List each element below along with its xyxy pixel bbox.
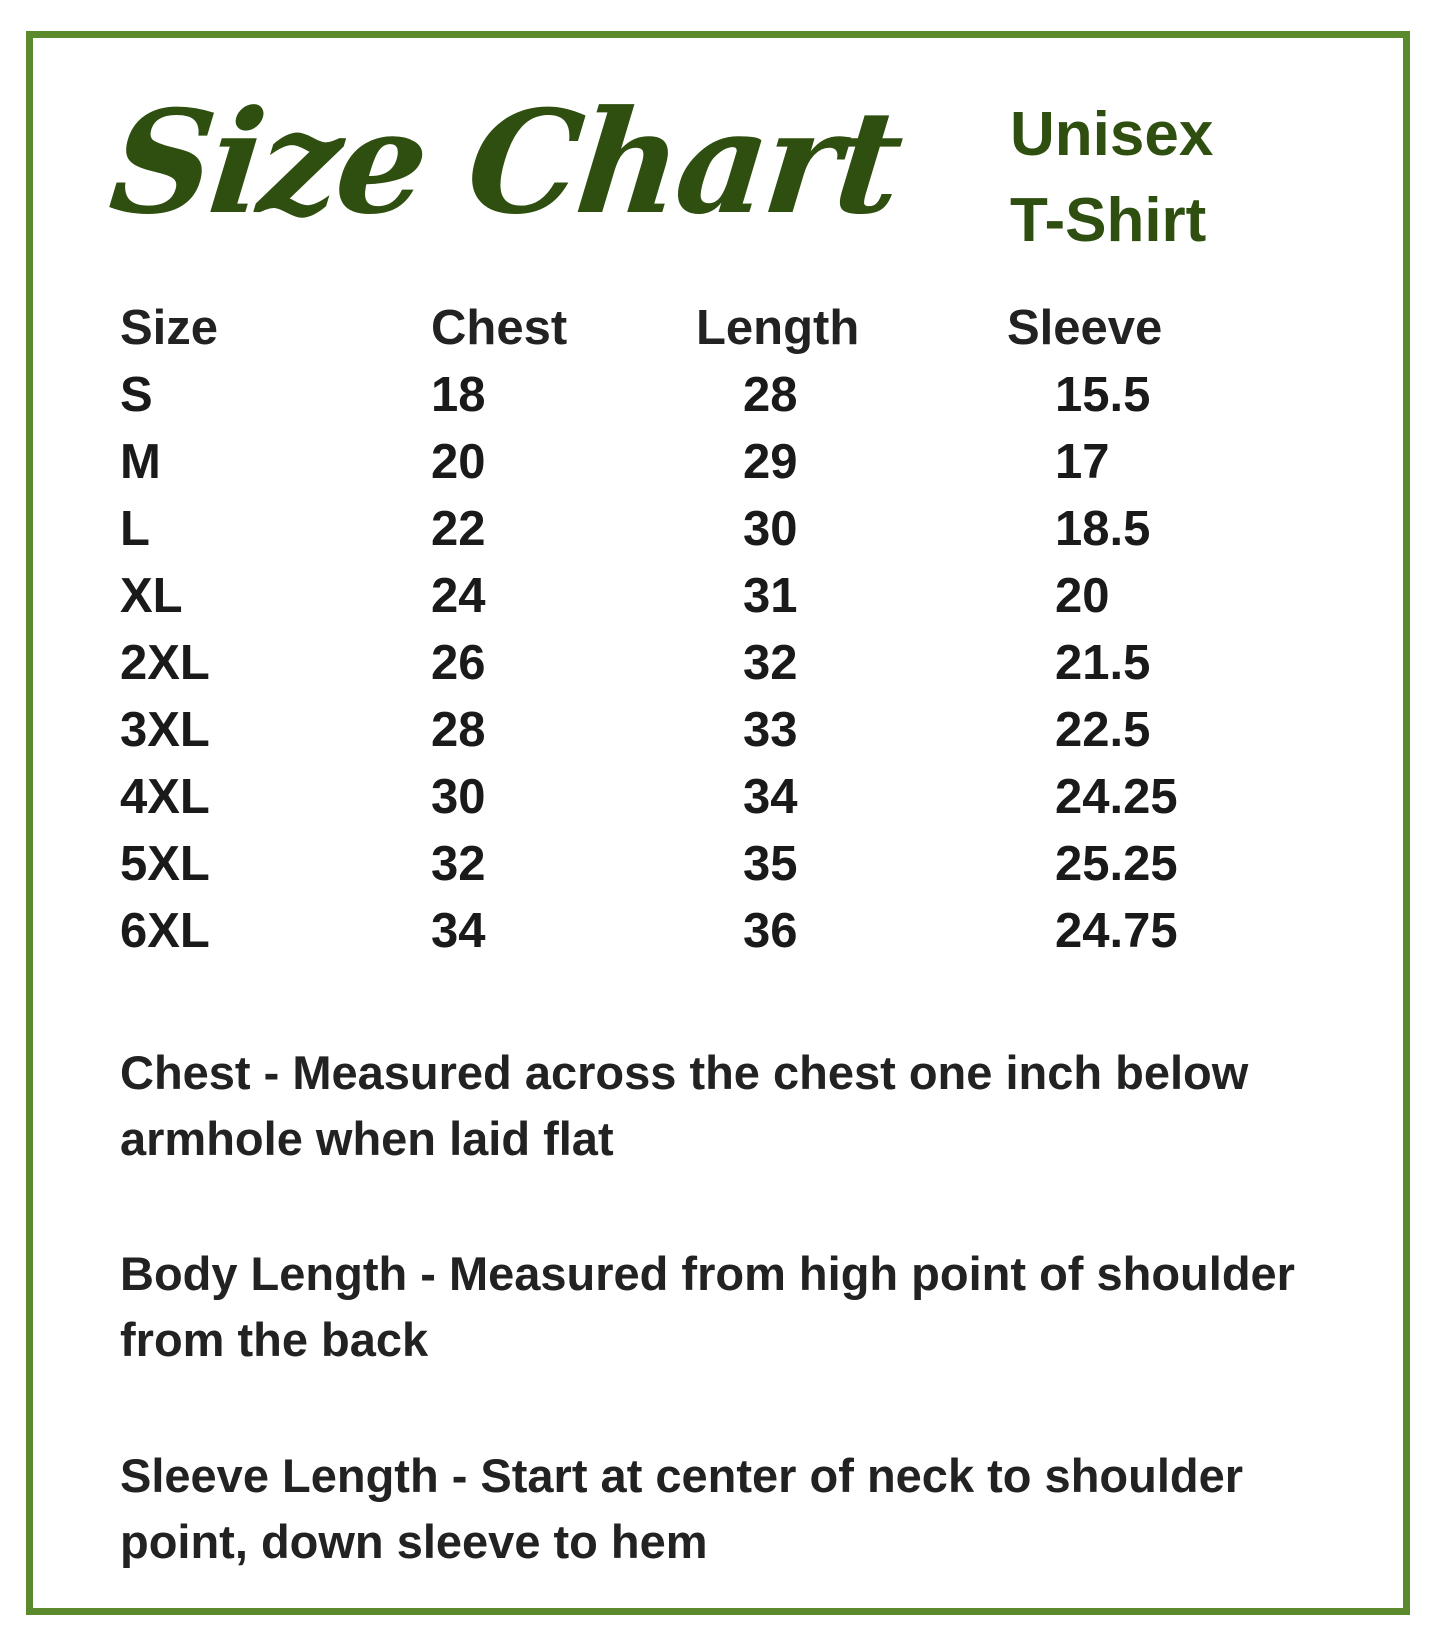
header-sleeve: Sleeve	[1007, 301, 1163, 355]
cell-length: 28	[743, 368, 798, 422]
cell-chest: 22	[431, 502, 486, 556]
cell-length: 32	[743, 636, 798, 690]
cell-size: 3XL	[120, 703, 210, 757]
cell-sleeve: 18.5	[1055, 502, 1151, 556]
cell-size: 5XL	[120, 837, 210, 891]
cell-length: 30	[743, 502, 798, 556]
chart-border	[26, 31, 1410, 1615]
cell-size: XL	[120, 569, 183, 623]
note-sleeve-length: Sleeve Length - Start at center of neck …	[120, 1449, 1244, 1568]
cell-sleeve: 17	[1055, 435, 1110, 489]
cell-sleeve: 24.75	[1055, 904, 1178, 958]
cell-chest: 28	[431, 703, 486, 757]
header-length: Length	[696, 301, 860, 355]
cell-chest: 20	[431, 435, 486, 489]
cell-sleeve: 24.25	[1055, 770, 1178, 824]
cell-size: L	[120, 502, 150, 556]
cell-sleeve: 22.5	[1055, 703, 1151, 757]
cell-chest: 30	[431, 770, 486, 824]
cell-chest: 18	[431, 368, 486, 422]
cell-sleeve: 20	[1055, 569, 1110, 623]
header-chest: Chest	[431, 301, 568, 355]
cell-chest: 34	[431, 904, 486, 958]
cell-length: 35	[743, 837, 798, 891]
cell-length: 34	[743, 770, 798, 824]
cell-size: 6XL	[120, 904, 210, 958]
cell-length: 36	[743, 904, 798, 958]
note-body-length: Body Length - Measured from high point o…	[120, 1247, 1295, 1366]
subtitle-line-2: T-Shirt	[1010, 186, 1207, 255]
cell-length: 33	[743, 703, 798, 757]
subtitle-line-1: Unisex	[1010, 100, 1214, 169]
note-chest: Chest - Measured across the chest one in…	[120, 1046, 1249, 1165]
page-title: Size Chart	[103, 80, 907, 246]
cell-size: 4XL	[120, 770, 210, 824]
cell-sleeve: 25.25	[1055, 837, 1178, 891]
cell-length: 31	[743, 569, 798, 623]
header-size: Size	[120, 301, 219, 355]
cell-chest: 32	[431, 837, 486, 891]
cell-sleeve: 15.5	[1055, 368, 1151, 422]
cell-sleeve: 21.5	[1055, 636, 1151, 690]
cell-chest: 24	[431, 569, 486, 623]
cell-length: 29	[743, 435, 798, 489]
cell-size: S	[120, 368, 153, 422]
cell-size: M	[120, 435, 161, 489]
cell-chest: 26	[431, 636, 486, 690]
cell-size: 2XL	[120, 636, 210, 690]
